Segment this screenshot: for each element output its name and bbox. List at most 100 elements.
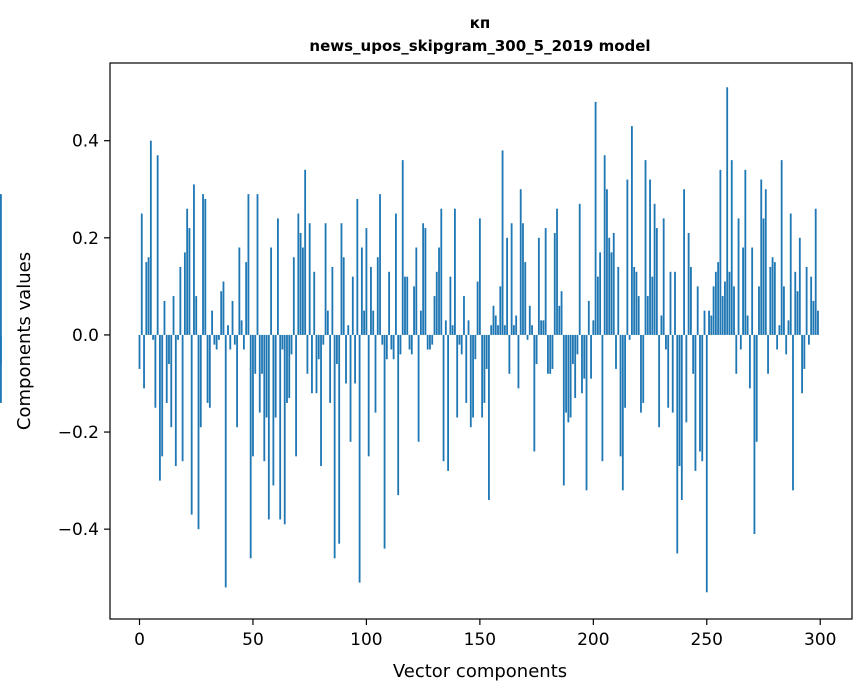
bar-0	[138, 334, 141, 369]
bar-200	[592, 320, 595, 335]
bar-206	[606, 189, 608, 335]
bar-216	[628, 334, 631, 340]
bar-283	[780, 160, 783, 335]
bar-197	[585, 334, 588, 491]
bar-113	[395, 213, 397, 335]
y-ticks: −0.4 −0.2 0.0 0.2 0.4	[58, 132, 110, 540]
bar-98	[360, 247, 363, 335]
bar-241	[685, 334, 688, 423]
bar-252	[710, 315, 713, 335]
x-tick-label: 300	[804, 630, 836, 650]
bar-254	[714, 271, 717, 335]
bar-288	[792, 334, 794, 491]
bar-161	[503, 325, 506, 335]
bar-9	[159, 334, 161, 481]
bar-147	[472, 334, 474, 418]
bar-12	[165, 334, 168, 403]
bar-159	[499, 286, 502, 335]
bar-213	[621, 334, 624, 491]
bar-157	[494, 315, 497, 335]
bar-97	[358, 334, 361, 583]
bar-109	[385, 334, 388, 360]
bar-11	[163, 300, 166, 335]
bar-78	[315, 334, 318, 394]
bar-184	[556, 208, 558, 335]
bar-87	[336, 334, 338, 365]
bar-215	[626, 179, 629, 335]
bar-273	[758, 286, 760, 335]
bar-235	[671, 334, 674, 413]
bar-253	[712, 286, 715, 335]
bar-114	[397, 334, 400, 496]
bar-280	[773, 262, 776, 335]
bar-271	[753, 334, 756, 535]
bar-136	[447, 334, 450, 471]
bar-72	[301, 247, 304, 335]
bar-30	[206, 334, 209, 403]
bar-294	[805, 266, 808, 335]
bar-265	[739, 334, 742, 350]
bar-70	[297, 213, 300, 335]
bar-124	[419, 310, 422, 335]
bar-282	[778, 325, 781, 335]
bar-205	[603, 155, 606, 335]
bar-107	[381, 334, 384, 345]
bar-122	[415, 247, 418, 335]
bar-1	[140, 213, 143, 335]
bar-188	[565, 334, 567, 413]
bar-19	[181, 334, 184, 462]
bar-187	[562, 334, 565, 486]
bar-292	[801, 334, 803, 394]
bar-196	[583, 334, 586, 379]
bar-29	[204, 198, 207, 335]
bar-289	[794, 271, 797, 335]
bar-287	[789, 213, 792, 335]
bar-48	[247, 194, 250, 335]
bar-17	[177, 334, 179, 340]
bar-40	[229, 334, 232, 350]
bar-62	[279, 334, 282, 520]
bar-88	[338, 334, 341, 544]
bar-297	[812, 300, 815, 335]
bar-222	[642, 334, 645, 403]
bar-193	[576, 334, 579, 355]
bar-31	[208, 334, 211, 408]
x-axis-label: Vector components	[393, 661, 567, 682]
bars-group	[0, 87, 819, 593]
bar-296	[810, 276, 813, 335]
bar-244	[692, 334, 695, 374]
bar-144	[465, 334, 468, 403]
bar-3	[145, 262, 148, 335]
bar-170	[524, 262, 527, 335]
bar-46	[242, 334, 245, 350]
bar-240	[683, 189, 685, 335]
bar-146	[469, 334, 472, 428]
bar-248	[701, 334, 704, 462]
bar-22	[188, 228, 191, 335]
bar-269	[748, 334, 751, 389]
bar-42	[233, 334, 236, 345]
bar-89	[340, 223, 343, 335]
bar-153	[485, 334, 488, 369]
bar-212	[619, 334, 622, 457]
bar-120	[410, 334, 413, 355]
bar-148	[474, 334, 477, 360]
bar-154	[488, 334, 490, 501]
bar-169	[522, 223, 524, 335]
bar-255	[717, 262, 720, 335]
bar-237	[676, 334, 679, 554]
bar-220	[637, 296, 640, 335]
bar-75	[308, 223, 311, 335]
bar-102	[370, 266, 372, 335]
bar-166	[515, 315, 518, 335]
bar-49	[249, 334, 252, 559]
bar-278	[769, 266, 772, 335]
bar-171	[526, 334, 529, 340]
bar-10	[161, 334, 164, 457]
bar-38	[224, 334, 227, 588]
bar-177	[540, 320, 543, 335]
x-ticks: 0 50 100 150 200 250 300	[134, 619, 836, 650]
bar-256	[719, 169, 722, 335]
bar-268	[746, 315, 749, 335]
bar-41	[231, 300, 234, 335]
